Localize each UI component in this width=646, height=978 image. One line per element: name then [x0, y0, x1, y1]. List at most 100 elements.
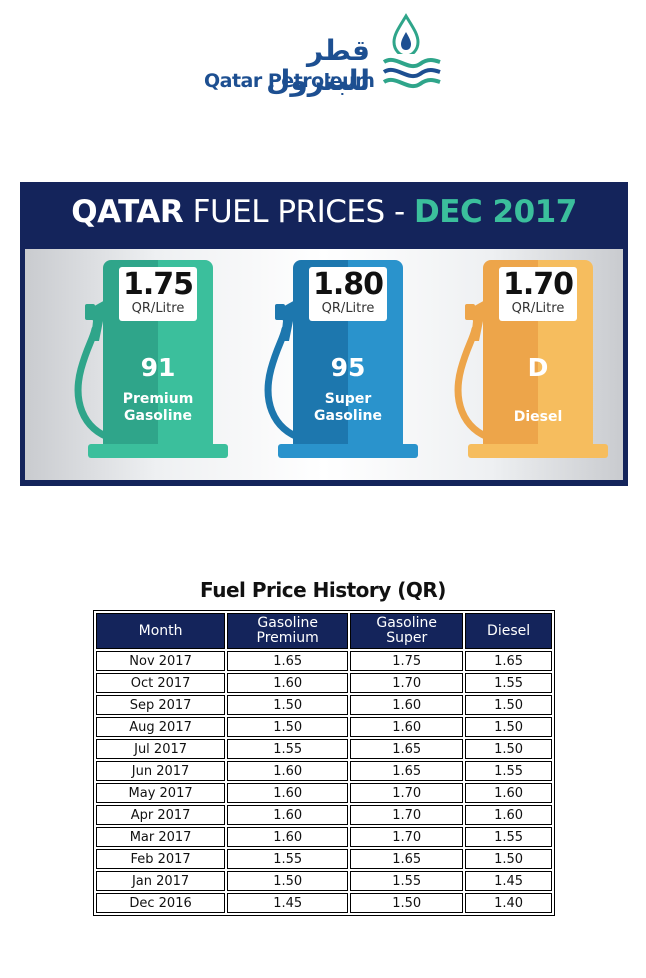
fuel-pump-diesel: 1.70 QR/Litre D Diesel — [443, 249, 633, 469]
cell-diesel: 1.50 — [465, 695, 552, 715]
banner-title-date: DEC 2017 — [414, 194, 577, 230]
cell-month: Apr 2017 — [96, 805, 226, 825]
flame-wave-logo-icon — [382, 13, 441, 92]
cell-diesel: 1.50 — [465, 739, 552, 759]
cell-month: May 2017 — [96, 783, 226, 803]
cell-month: Jul 2017 — [96, 739, 226, 759]
cell-premium: 1.45 — [227, 893, 349, 913]
cell-premium: 1.55 — [227, 739, 349, 759]
cell-premium: 1.65 — [227, 651, 349, 671]
table-row: Dec 2016 1.45 1.50 1.40 — [96, 893, 552, 913]
fuel-prices-banner: QATAR FUEL PRICES - DEC 2017 1.75 QR/Litr… — [20, 182, 628, 486]
banner-title-text: FUEL PRICES - — [183, 194, 415, 230]
cell-month: Dec 2016 — [96, 893, 226, 913]
cell-premium: 1.50 — [227, 871, 349, 891]
cell-diesel: 1.60 — [465, 783, 552, 803]
fuel-name: Diesel — [483, 409, 593, 426]
table-body: Nov 2017 1.65 1.75 1.65 Oct 2017 1.60 1.70 1.55… — [96, 651, 552, 913]
cell-month: Mar 2017 — [96, 827, 226, 847]
cell-diesel: 1.65 — [465, 651, 552, 671]
fuel-grade: 95 — [330, 353, 366, 382]
fuel-name-line1: Super — [324, 391, 372, 407]
cell-month: Oct 2017 — [96, 673, 226, 693]
cell-super: 1.55 — [350, 871, 464, 891]
cell-super: 1.60 — [350, 695, 464, 715]
cell-premium: 1.60 — [227, 827, 349, 847]
cell-diesel: 1.55 — [465, 827, 552, 847]
cell-diesel: 1.45 — [465, 871, 552, 891]
cell-diesel: 1.55 — [465, 673, 552, 693]
fuel-name: Super Gasoline — [293, 391, 403, 425]
pumps-panel: 1.75 QR/Litre 91 Premium Gasoline 1.80 QR/Lit… — [25, 249, 623, 480]
cell-super: 1.70 — [350, 805, 464, 825]
price-unit: QR/Litre — [511, 301, 565, 316]
cell-month: Jun 2017 — [96, 761, 226, 781]
cell-super: 1.65 — [350, 739, 464, 759]
fuel-name: Premium Gasoline — [103, 391, 213, 425]
header-super-line2: Super — [386, 630, 428, 646]
table-row: Feb 2017 1.55 1.65 1.50 — [96, 849, 552, 869]
price-value: 1.75 — [122, 267, 194, 302]
fuel-name-line2: Diesel — [513, 409, 563, 425]
cell-super: 1.70 — [350, 783, 464, 803]
table-row: Sep 2017 1.50 1.60 1.50 — [96, 695, 552, 715]
price-display: 1.80 QR/Litre — [309, 267, 387, 321]
price-display: 1.75 QR/Litre — [119, 267, 197, 321]
header-diesel-label: Diesel — [487, 622, 531, 639]
logo-arabic-text: قطر للبترول — [266, 34, 370, 97]
header-premium-line1: Gasoline — [257, 615, 318, 631]
header-month: Month — [96, 613, 226, 649]
cell-premium: 1.60 — [227, 761, 349, 781]
cell-premium: 1.50 — [227, 717, 349, 737]
price-value: 1.70 — [502, 267, 574, 302]
table-row: Jan 2017 1.50 1.55 1.45 — [96, 871, 552, 891]
price-value: 1.80 — [312, 267, 384, 302]
pump-base — [278, 444, 418, 458]
cell-super: 1.60 — [350, 717, 464, 737]
cell-premium: 1.50 — [227, 695, 349, 715]
cell-premium: 1.60 — [227, 783, 349, 803]
cell-super: 1.65 — [350, 849, 464, 869]
cell-diesel: 1.40 — [465, 893, 552, 913]
table-row: Nov 2017 1.65 1.75 1.65 — [96, 651, 552, 671]
header-gasoline-super: Gasoline Super — [350, 613, 464, 649]
pump-base — [88, 444, 228, 458]
header-gasoline-premium: Gasoline Premium — [227, 613, 349, 649]
fuel-name-line2: Gasoline — [124, 408, 192, 424]
cell-super: 1.65 — [350, 761, 464, 781]
price-unit: QR/Litre — [131, 301, 185, 316]
cell-month: Feb 2017 — [96, 849, 226, 869]
history-table-title: Fuel Price History (QR) — [200, 578, 446, 602]
header-month-label: Month — [138, 622, 183, 639]
table-row: Aug 2017 1.50 1.60 1.50 — [96, 717, 552, 737]
banner-title-country: QATAR — [71, 194, 184, 230]
cell-month: Nov 2017 — [96, 651, 226, 671]
fuel-grade: 91 — [140, 353, 176, 382]
price-display: 1.70 QR/Litre — [499, 267, 577, 321]
fuel-grade: D — [527, 353, 549, 382]
banner-title: QATAR FUEL PRICES - DEC 2017 — [20, 194, 628, 230]
cell-diesel: 1.55 — [465, 761, 552, 781]
cell-month: Jan 2017 — [96, 871, 226, 891]
price-unit: QR/Litre — [321, 301, 375, 316]
cell-super: 1.75 — [350, 651, 464, 671]
table-row: Jun 2017 1.60 1.65 1.55 — [96, 761, 552, 781]
cell-super: 1.50 — [350, 893, 464, 913]
cell-premium: 1.60 — [227, 805, 349, 825]
header-premium-line2: Premium — [256, 630, 319, 646]
header-super-line1: Gasoline — [376, 615, 437, 631]
cell-super: 1.70 — [350, 827, 464, 847]
pump-base — [468, 444, 608, 458]
fuel-pump-super: 1.80 QR/Litre 95 Super Gasoline — [253, 249, 443, 469]
cell-premium: 1.60 — [227, 673, 349, 693]
cell-diesel: 1.50 — [465, 717, 552, 737]
cell-diesel: 1.50 — [465, 849, 552, 869]
table-row: Apr 2017 1.60 1.70 1.60 — [96, 805, 552, 825]
cell-month: Aug 2017 — [96, 717, 226, 737]
cell-diesel: 1.60 — [465, 805, 552, 825]
header-diesel: Diesel — [465, 613, 552, 649]
cell-month: Sep 2017 — [96, 695, 226, 715]
fuel-pump-premium: 1.75 QR/Litre 91 Premium Gasoline — [63, 249, 253, 469]
table-header-row: Month Gasoline Premium Gasoline Super Dies… — [96, 613, 552, 649]
fuel-price-history-table: Month Gasoline Premium Gasoline Super Dies… — [93, 610, 555, 916]
